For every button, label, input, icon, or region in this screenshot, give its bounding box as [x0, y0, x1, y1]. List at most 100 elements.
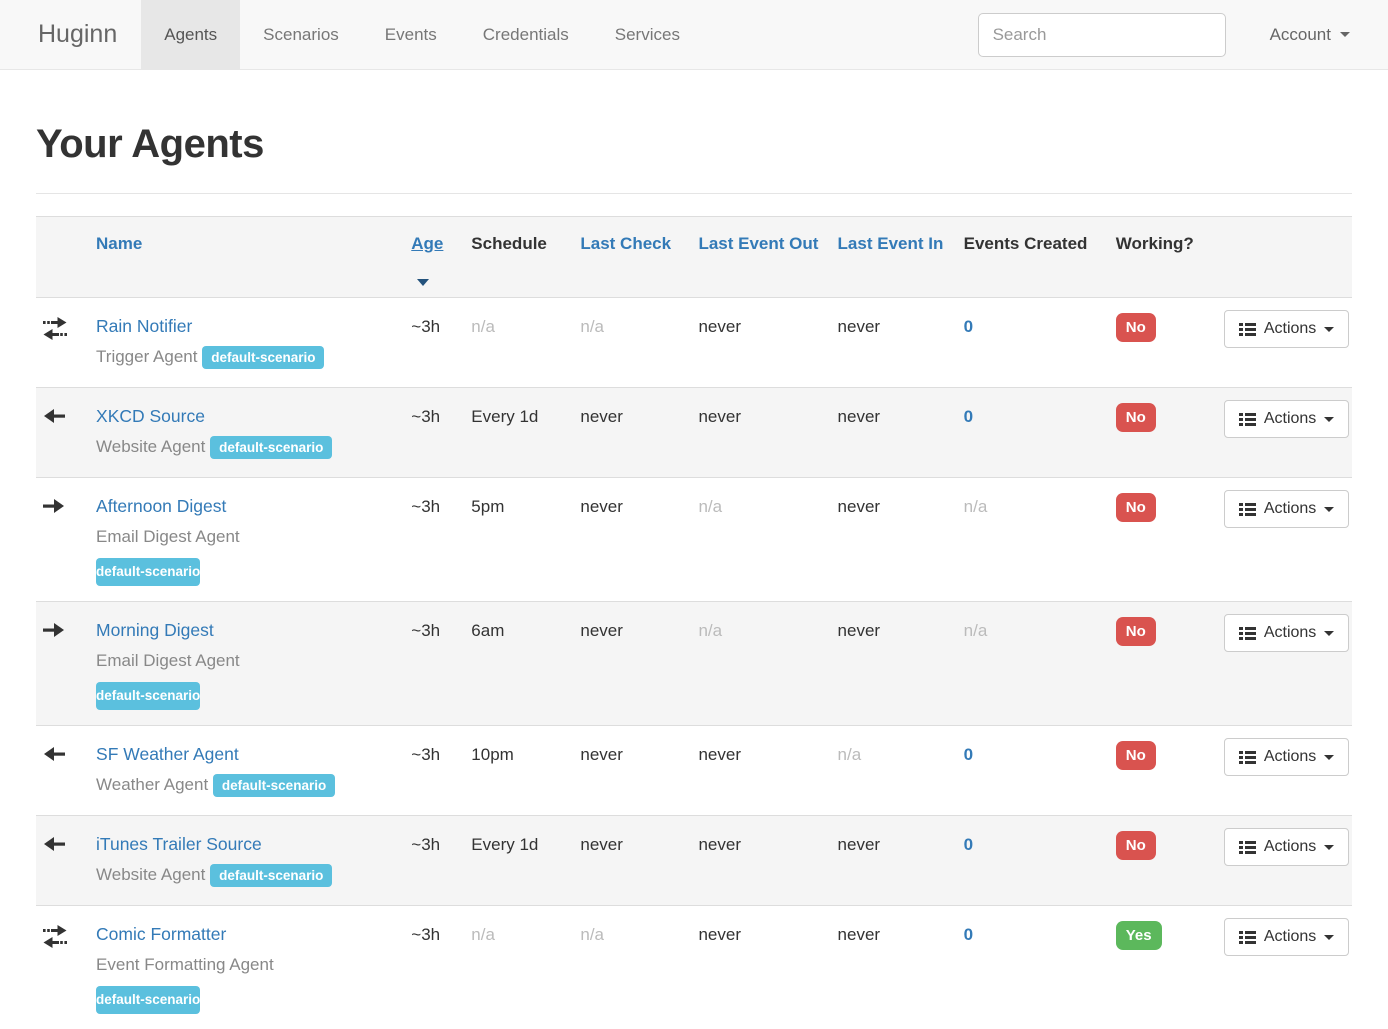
actions-button[interactable]: Actions	[1224, 828, 1349, 866]
age-cell: ~3h	[403, 298, 463, 388]
caret-down-icon	[1340, 32, 1350, 37]
events-created-link[interactable]: 0	[964, 317, 973, 336]
working-badge: Yes	[1116, 921, 1162, 950]
events-created-cell: 0	[956, 726, 1108, 816]
navbar: Huginn Agents Scenarios Events Credentia…	[0, 0, 1388, 70]
working-badge: No	[1116, 741, 1156, 770]
working-badge: No	[1116, 403, 1156, 432]
nav-item-events[interactable]: Events	[362, 0, 460, 69]
caret-down-icon	[1324, 631, 1334, 636]
agent-type-label: Event Formatting Agent	[96, 955, 274, 974]
last-check-cell: n/a	[572, 906, 690, 1029]
last-check-cell: never	[572, 602, 690, 726]
actions-button[interactable]: Actions	[1224, 310, 1349, 348]
last-event-in-cell: never	[830, 388, 956, 478]
schedule-cell: Every 1d	[463, 816, 572, 906]
last-event-in-cell: never	[830, 602, 956, 726]
nav-item-credentials[interactable]: Credentials	[460, 0, 592, 69]
last-check-cell: never	[572, 478, 690, 602]
actions-button[interactable]: Actions	[1224, 490, 1349, 528]
working-badge: No	[1116, 831, 1156, 860]
account-menu[interactable]: Account	[1270, 25, 1350, 45]
list-icon	[1239, 502, 1256, 517]
events-created-link[interactable]: 0	[964, 925, 973, 944]
sort-caret-down-icon	[417, 279, 429, 286]
schedule-cell: 6am	[463, 602, 572, 726]
list-icon	[1239, 750, 1256, 765]
working-badge: No	[1116, 493, 1156, 522]
events-created-cell: 0	[956, 816, 1108, 906]
agent-row: XKCD Source Website Agent default-scenar…	[36, 388, 1352, 478]
agent-type-label: Website Agent	[96, 865, 205, 884]
header-last-event-in[interactable]: Last Event In	[838, 234, 944, 253]
last-event-out-cell: never	[690, 906, 829, 1029]
nav-item-scenarios[interactable]: Scenarios	[240, 0, 362, 69]
header-last-event-out[interactable]: Last Event Out	[698, 234, 818, 253]
actions-button[interactable]: Actions	[1224, 614, 1349, 652]
nav-item-services[interactable]: Services	[592, 0, 703, 69]
scenario-badge[interactable]: default-scenario	[96, 682, 200, 710]
header-actions-col	[1216, 217, 1352, 298]
last-event-out-cell: never	[690, 298, 829, 388]
agent-row: Comic Formatter Event Formatting Agent d…	[36, 906, 1352, 1029]
caret-down-icon	[1324, 935, 1334, 940]
header-last-check[interactable]: Last Check	[580, 234, 671, 253]
account-label: Account	[1270, 25, 1331, 45]
scenario-badge[interactable]: default-scenario	[96, 986, 200, 1014]
events-created-link[interactable]: 0	[964, 407, 973, 426]
last-check-cell: never	[572, 726, 690, 816]
header-name[interactable]: Name	[96, 234, 142, 253]
age-cell: ~3h	[403, 388, 463, 478]
last-event-out-cell: n/a	[690, 478, 829, 602]
actions-button[interactable]: Actions	[1224, 400, 1349, 438]
scenario-badge[interactable]: default-scenario	[210, 864, 332, 887]
last-event-in-cell: n/a	[830, 726, 956, 816]
caret-down-icon	[1324, 507, 1334, 512]
events-created-link[interactable]: 0	[964, 835, 973, 854]
working-badge: No	[1116, 617, 1156, 646]
agent-name-link[interactable]: SF Weather Agent	[96, 744, 239, 764]
agent-name-link[interactable]: Afternoon Digest	[96, 496, 226, 516]
scenario-badge[interactable]: default-scenario	[202, 346, 324, 369]
last-event-out-cell: never	[690, 388, 829, 478]
caret-down-icon	[1324, 417, 1334, 422]
agent-name-link[interactable]: Rain Notifier	[96, 316, 192, 336]
both-arrows-icon	[42, 925, 80, 948]
last-event-out-cell: never	[690, 816, 829, 906]
search-input[interactable]	[978, 13, 1226, 57]
agent-row: SF Weather Agent Weather Agent default-s…	[36, 726, 1352, 816]
list-icon	[1239, 412, 1256, 427]
right-arrow-icon	[42, 497, 80, 515]
actions-button[interactable]: Actions	[1224, 918, 1349, 956]
table-header-row: Name Age Schedule Last Check Last Event …	[36, 217, 1352, 298]
actions-button[interactable]: Actions	[1224, 738, 1349, 776]
events-created-link[interactable]: 0	[964, 745, 973, 764]
agent-name-link[interactable]: Comic Formatter	[96, 924, 226, 944]
age-cell: ~3h	[403, 726, 463, 816]
age-cell: ~3h	[403, 602, 463, 726]
list-icon	[1239, 322, 1256, 337]
title-divider	[36, 193, 1352, 194]
scenario-badge[interactable]: default-scenario	[96, 558, 200, 586]
agents-table: Name Age Schedule Last Check Last Event …	[36, 216, 1352, 1029]
agent-name-link[interactable]: iTunes Trailer Source	[96, 834, 262, 854]
brand-logo[interactable]: Huginn	[38, 0, 117, 69]
scenario-badge[interactable]: default-scenario	[210, 436, 332, 459]
schedule-cell: 5pm	[463, 478, 572, 602]
agent-name-link[interactable]: XKCD Source	[96, 406, 205, 426]
header-events-created: Events Created	[956, 217, 1108, 298]
working-badge: No	[1116, 313, 1156, 342]
schedule-cell: n/a	[463, 906, 572, 1029]
schedule-cell: n/a	[463, 298, 572, 388]
nav-item-agents[interactable]: Agents	[141, 0, 240, 69]
caret-down-icon	[1324, 845, 1334, 850]
left-arrow-icon	[42, 407, 80, 425]
header-working: Working?	[1108, 217, 1216, 298]
scenario-badge[interactable]: default-scenario	[213, 774, 335, 797]
agent-name-link[interactable]: Morning Digest	[96, 620, 214, 640]
agent-type-label: Email Digest Agent	[96, 527, 240, 546]
header-age-sorted[interactable]: Age	[411, 234, 443, 253]
left-arrow-icon	[42, 835, 80, 853]
header-icon-col	[36, 217, 88, 298]
events-created-cell: 0	[956, 298, 1108, 388]
